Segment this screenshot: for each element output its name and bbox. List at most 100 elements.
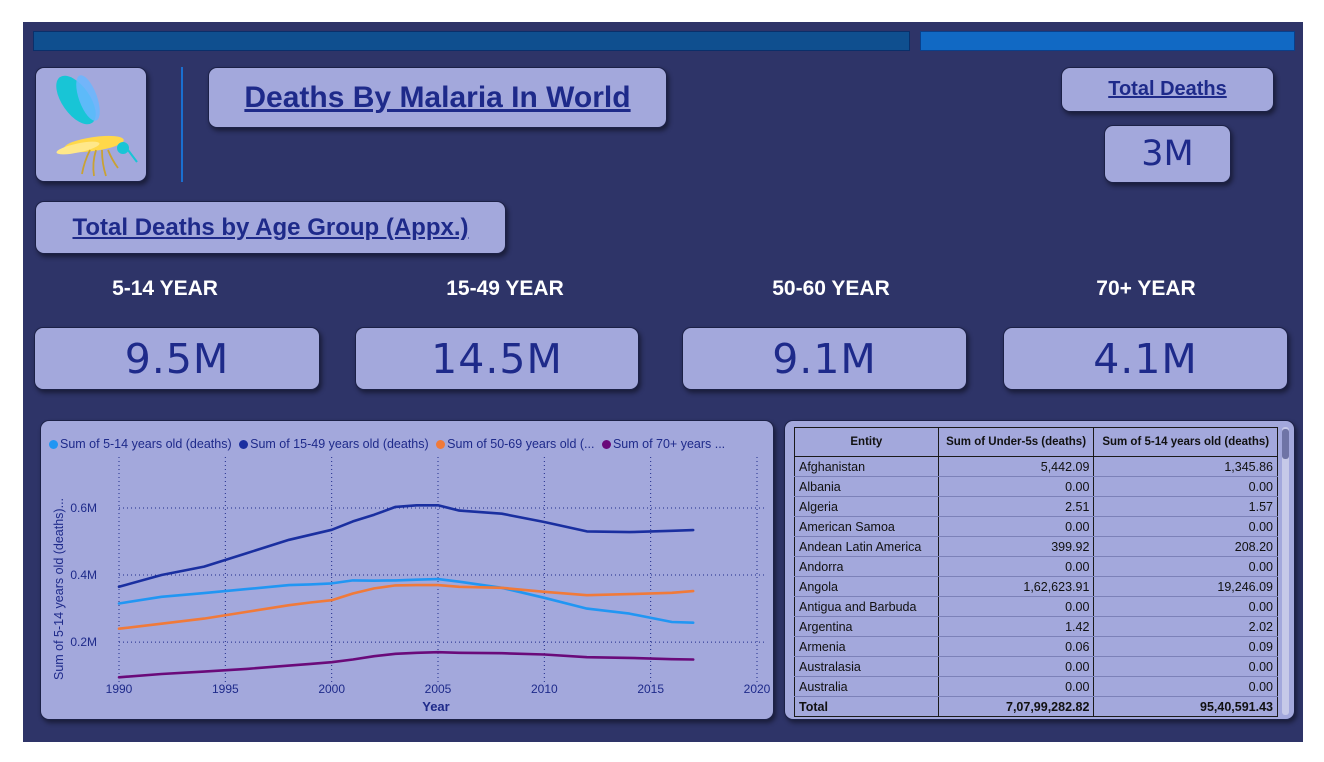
- chart-legend: Sum of 5-14 years old (deaths) Sum of 15…: [49, 437, 729, 451]
- legend-item-50-69[interactable]: Sum of 50-69 years old (...: [436, 437, 594, 451]
- cell-entity: Argentina: [794, 616, 939, 637]
- legend-item-70-plus[interactable]: Sum of 70+ years ...: [601, 437, 725, 451]
- age-label-70-plus: 70+ YEAR: [1096, 277, 1196, 300]
- table-row[interactable]: Afghanistan 5,442.09 1,345.86: [794, 456, 1278, 477]
- line-chart[interactable]: 1990 1995 2000 2005 2010 2015 2020 0.2M 0.4M 0.6M…: [41, 421, 775, 721]
- line-chart-card[interactable]: Sum of 5-14 years old (deaths) Sum of 15…: [40, 420, 774, 720]
- cell-entity: Andean Latin America: [794, 536, 939, 557]
- mosquito-icon: [56, 75, 138, 177]
- cell-age-5-14: 208.20: [1093, 536, 1278, 557]
- cell-under5: 0.00: [937, 656, 1095, 677]
- cell-entity: Australasia: [794, 656, 939, 677]
- age-value-50-60: 9.1M: [772, 334, 877, 383]
- total-deaths-label: Total Deaths: [1108, 78, 1227, 100]
- logo-card: [35, 67, 147, 182]
- legend-dot: [436, 439, 446, 449]
- table-row[interactable]: Andorra 0.00 0.00: [794, 556, 1278, 577]
- cell-age-5-14: 1.57: [1093, 496, 1278, 517]
- chart-series: [117, 504, 695, 679]
- x-axis-title: Year: [422, 699, 449, 714]
- total-deaths-value-card[interactable]: 3M: [1104, 125, 1231, 183]
- cell-under5: 0.06: [937, 636, 1095, 657]
- y-tick-label: 0.4M: [70, 568, 97, 582]
- cell-age-5-14: 0.00: [1093, 676, 1278, 697]
- cell-entity: Albania: [794, 476, 939, 497]
- cell-under5: 0.00: [937, 516, 1095, 537]
- cell-age-5-14: 2.02: [1093, 616, 1278, 637]
- table-scrollbar[interactable]: [1282, 427, 1289, 715]
- legend-dot: [49, 439, 58, 449]
- legend-item-5-14[interactable]: Sum of 5-14 years old (deaths): [49, 437, 232, 451]
- cell-entity: Angola: [794, 576, 939, 597]
- table-row[interactable]: Algeria 2.51 1.57: [794, 496, 1278, 517]
- x-tick-label: 2010: [531, 682, 558, 696]
- series-line-15-49[interactable]: [117, 504, 695, 589]
- series-line-5-14[interactable]: [117, 577, 695, 624]
- age-card-15-49[interactable]: 14.5M: [355, 327, 639, 390]
- age-card-50-60[interactable]: 9.1M: [682, 327, 967, 390]
- data-table: Entity Sum of Under-5s (deaths) Sum of 5…: [794, 427, 1278, 717]
- cell-entity: Afghanistan: [794, 456, 939, 477]
- y-tick-label: 0.6M: [70, 501, 97, 515]
- age-card-5-14[interactable]: 9.5M: [34, 327, 320, 390]
- series-line-70-plus[interactable]: [117, 650, 695, 679]
- table-row[interactable]: Australia 0.00 0.00: [794, 676, 1278, 697]
- cell-age-5-14: 0.00: [1093, 596, 1278, 617]
- chart-grid: [118, 457, 767, 685]
- report-canvas: Deaths By Malaria In World Total Deaths …: [23, 22, 1303, 742]
- y-tick-label: 0.2M: [70, 635, 97, 649]
- data-table-card[interactable]: Entity Sum of Under-5s (deaths) Sum of 5…: [784, 420, 1295, 720]
- cell-age-5-14: 0.00: [1093, 516, 1278, 537]
- series-line-50-69[interactable]: [117, 583, 695, 630]
- cell-under5: 1.42: [937, 616, 1095, 637]
- total-5-14: 95,40,591.43: [1093, 696, 1278, 717]
- total-under5: 7,07,99,282.82: [937, 696, 1095, 717]
- cell-entity: Antigua and Barbuda: [794, 596, 939, 617]
- title-card: Deaths By Malaria In World: [208, 67, 667, 128]
- x-tick-label: 2020: [744, 682, 771, 696]
- column-header-5-14[interactable]: Sum of 5-14 years old (deaths): [1093, 427, 1278, 457]
- cell-under5: 0.00: [937, 596, 1095, 617]
- cell-under5: 0.00: [937, 676, 1095, 697]
- age-card-70-plus[interactable]: 4.1M: [1003, 327, 1288, 390]
- total-deaths-value: 3M: [1141, 134, 1194, 174]
- column-header-entity[interactable]: Entity: [794, 427, 939, 457]
- cell-age-5-14: 0.00: [1093, 556, 1278, 577]
- age-value-5-14: 9.5M: [124, 334, 230, 383]
- cell-entity: Andorra: [794, 556, 939, 577]
- table-row[interactable]: Angola 1,62,623.91 19,246.09: [794, 576, 1278, 597]
- legend-dot: [239, 439, 249, 449]
- table-row[interactable]: Armenia 0.06 0.09: [794, 636, 1278, 657]
- table-row[interactable]: Antigua and Barbuda 0.00 0.00: [794, 596, 1278, 617]
- x-tick-label: 1995: [212, 682, 239, 696]
- total-label: Total: [794, 696, 939, 717]
- cell-age-5-14: 0.09: [1093, 636, 1278, 657]
- cell-under5: 0.00: [937, 556, 1095, 577]
- age-value-15-49: 14.5M: [431, 334, 563, 383]
- age-label-15-49: 15-49 YEAR: [446, 277, 564, 300]
- top-banner-right: [920, 31, 1295, 51]
- table-row[interactable]: Argentina 1.42 2.02: [794, 616, 1278, 637]
- top-banner-left: [33, 31, 910, 51]
- age-label-5-14: 5-14 YEAR: [112, 277, 218, 300]
- cell-entity: Algeria: [794, 496, 939, 517]
- total-deaths-label-card: Total Deaths: [1061, 67, 1274, 112]
- x-tick-label: 1990: [106, 682, 133, 696]
- age-label-50-60: 50-60 YEAR: [772, 277, 890, 300]
- column-header-under5[interactable]: Sum of Under-5s (deaths): [937, 427, 1095, 457]
- legend-item-15-49[interactable]: Sum of 15-49 years old (deaths): [239, 437, 429, 451]
- age-group-heading-card: Total Deaths by Age Group (Appx.): [35, 201, 506, 254]
- table-row[interactable]: Albania 0.00 0.00: [794, 476, 1278, 497]
- cell-age-5-14: 19,246.09: [1093, 576, 1278, 597]
- table-header-row: Entity Sum of Under-5s (deaths) Sum of 5…: [794, 427, 1278, 457]
- vertical-divider: [181, 67, 183, 182]
- table-scroll-thumb[interactable]: [1282, 429, 1289, 459]
- cell-entity: American Samoa: [794, 516, 939, 537]
- cell-under5: 0.00: [937, 476, 1095, 497]
- table-total-row: Total 7,07,99,282.82 95,40,591.43: [794, 696, 1278, 717]
- table-row[interactable]: Andean Latin America 399.92 208.20: [794, 536, 1278, 557]
- table-row[interactable]: Australasia 0.00 0.00: [794, 656, 1278, 677]
- cell-entity: Australia: [794, 676, 939, 697]
- cell-entity: Armenia: [794, 636, 939, 657]
- table-row[interactable]: American Samoa 0.00 0.00: [794, 516, 1278, 537]
